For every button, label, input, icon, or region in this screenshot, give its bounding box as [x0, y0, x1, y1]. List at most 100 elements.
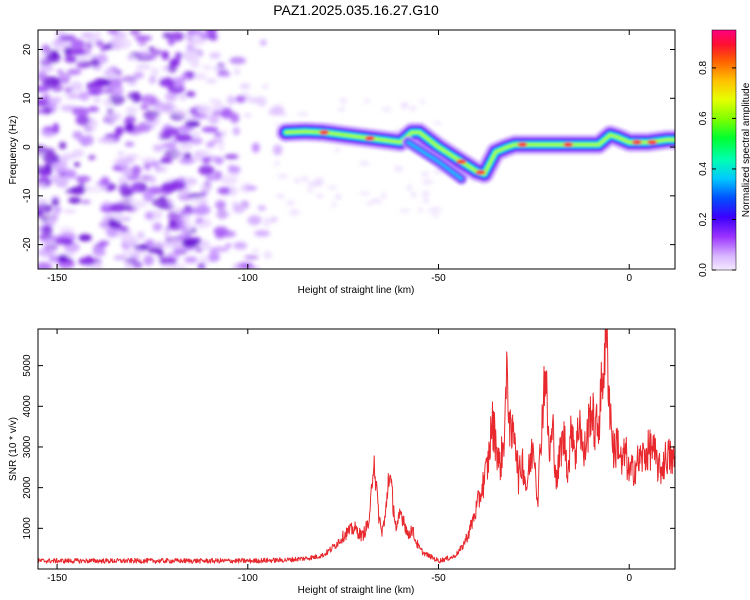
noise-blob [102, 88, 114, 94]
noise-blob [38, 85, 50, 93]
noise-blob [165, 225, 183, 231]
noise-blob [53, 205, 62, 213]
noise-blob [172, 76, 185, 88]
colorbar-gradient [711, 29, 737, 271]
colorbar-tick-label: 0.6 [698, 111, 709, 125]
noise-blob [103, 68, 116, 79]
noise-blob [127, 196, 135, 203]
ridge-peak [517, 142, 528, 147]
noise-blob [427, 208, 435, 213]
noise-blob [175, 109, 189, 117]
spectrogram-y-ticks: -20 -10 0 10 20 [22, 44, 675, 252]
noise-blob [209, 33, 218, 42]
noise-blob [67, 68, 82, 76]
noise-blob [167, 210, 179, 222]
noise-blob [121, 249, 133, 256]
noise-blob [41, 44, 51, 55]
noise-blob [75, 175, 91, 183]
noise-blob [129, 183, 143, 192]
noise-blob [43, 100, 61, 105]
snr-y-label: SNR (10 * v/v) [8, 417, 19, 481]
x-tick-label: 0 [626, 573, 632, 584]
noise-blob [84, 59, 101, 68]
noise-blob [80, 199, 91, 204]
noise-blob [229, 56, 246, 65]
noise-blob [184, 116, 197, 122]
noise-blob [42, 152, 60, 164]
noise-blob [174, 133, 193, 143]
noise-blob [192, 72, 207, 80]
noise-blob [121, 205, 133, 210]
noise-blob [198, 165, 215, 176]
noise-blob [64, 86, 73, 94]
noise-blob [96, 53, 108, 65]
noise-blob [422, 198, 430, 204]
noise-blob [113, 255, 127, 261]
noise-blob [38, 198, 49, 205]
noise-blob [108, 77, 126, 83]
noise-blob [129, 200, 148, 209]
noise-blob [331, 202, 337, 208]
colorbar-tick-label: 0.8 [698, 61, 709, 75]
noise-blob [297, 112, 309, 117]
colorbar-tick-label: 0.2 [698, 212, 709, 226]
noise-blob [244, 255, 259, 260]
noise-blob [150, 161, 160, 167]
noise-blob [208, 252, 220, 262]
noise-blob [410, 191, 417, 199]
noise-blob [273, 161, 281, 166]
noise-blob [51, 211, 59, 219]
noise-blob [118, 176, 127, 185]
noise-blob [124, 153, 140, 159]
noise-blob [159, 263, 178, 269]
noise-blob [38, 109, 48, 114]
noise-blob [381, 107, 392, 112]
noise-blob [169, 58, 180, 68]
noise-blob [268, 107, 285, 116]
noise-blob [300, 176, 309, 182]
noise-blob [143, 161, 152, 171]
noise-blob [399, 209, 411, 213]
noise-blob [116, 157, 130, 168]
noise-blob [277, 173, 288, 179]
noise-blob [168, 220, 177, 227]
noise-blob [89, 86, 99, 92]
noise-blob [401, 105, 408, 110]
noise-blob [316, 193, 324, 199]
noise-blob [161, 181, 178, 193]
noise-blob [54, 237, 73, 246]
noise-blob [195, 246, 204, 253]
noise-blob [118, 225, 129, 233]
noise-blob [78, 234, 92, 242]
noise-blob [394, 165, 404, 172]
noise-blob [197, 263, 205, 269]
noise-blob [186, 44, 194, 52]
noise-blob [225, 243, 232, 248]
noise-blob [410, 105, 416, 112]
snr-plot-area [38, 329, 675, 569]
noise-blob [48, 216, 56, 227]
ridge-trace [275, 121, 675, 185]
noise-blob [233, 241, 248, 250]
noise-blob [201, 64, 212, 71]
noise-blob [214, 156, 224, 165]
noise-blob [177, 176, 186, 182]
noise-blob [103, 98, 112, 108]
noise-blob [152, 144, 164, 152]
noise-blob [54, 31, 67, 36]
noise-blob [79, 91, 90, 102]
noise-blob [178, 93, 187, 101]
figure-title: PAZ1.2025.035.16.27.G10 [273, 2, 439, 18]
noise-blob [182, 50, 199, 61]
noise-blob [195, 217, 204, 224]
noise-blob [153, 210, 163, 220]
noise-blob [126, 55, 136, 61]
y-tick-label: 3000 [22, 435, 33, 458]
noise-blob [149, 75, 156, 85]
noise-blob [272, 144, 283, 156]
noise-blob [205, 174, 218, 182]
noise-blob [124, 114, 136, 125]
noise-blob [239, 83, 251, 90]
noise-blob [153, 102, 168, 112]
